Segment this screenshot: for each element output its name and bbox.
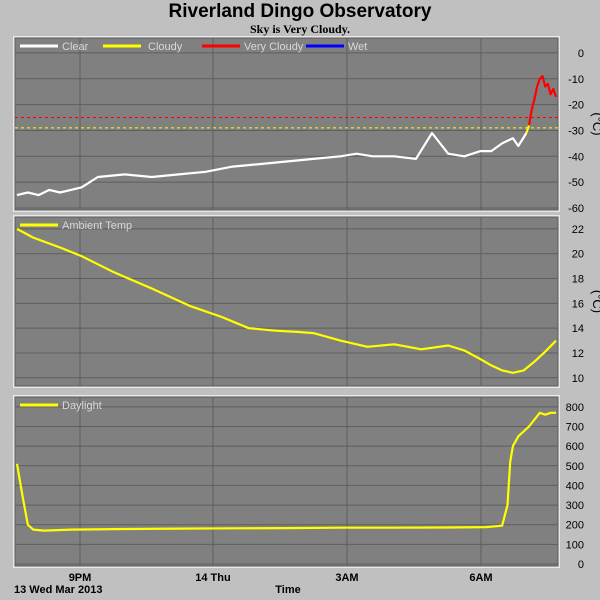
chart-subtitle: Sky is Very Cloudy. <box>249 22 351 36</box>
series-line <box>16 131 528 197</box>
date-label: 13 Wed Mar 2013 <box>14 584 102 596</box>
y-tick-label: 10 <box>572 373 584 385</box>
y-tick-label: 14 <box>572 323 584 335</box>
y-tick-label: -20 <box>568 100 584 112</box>
x-tick-label: 6AM <box>469 572 492 584</box>
y-tick-label: 0 <box>578 559 584 571</box>
y-unit-label: (°C) <box>590 290 600 313</box>
y-tick-label: 18 <box>572 274 584 286</box>
legend-label: Clear <box>62 41 89 53</box>
y-tick-label: 300 <box>566 500 584 512</box>
legend-label: Ambient Temp <box>62 220 132 232</box>
y-tick-label: -60 <box>568 203 584 215</box>
daylight-panel: 800 700 600 500 400 300 200 100 0 Daylight <box>13 395 584 571</box>
series-line <box>15 411 556 532</box>
legend-label: Daylight <box>62 400 102 412</box>
y-tick-label: 100 <box>566 539 584 551</box>
y-tick-label: -10 <box>568 74 584 86</box>
y-tick-label: -30 <box>568 125 584 137</box>
chart-title: Riverland Dingo Observatory <box>168 1 432 22</box>
y-tick-label: 20 <box>572 249 584 261</box>
plot-area <box>14 216 559 387</box>
series-line <box>527 75 558 126</box>
sky-temp-panel: 0 -10 -20 -30 -40 -50 -60 (°C) Clear Cloudy Very C… <box>13 36 600 215</box>
y-tick-label: -50 <box>568 177 584 189</box>
y-tick-label: 500 <box>566 461 584 473</box>
y-tick-label: 700 <box>566 422 584 434</box>
series-line <box>16 227 557 374</box>
y-unit-label: (°C) <box>590 112 600 135</box>
legend-label: Very Cloudy <box>244 41 304 53</box>
y-tick-label: -40 <box>568 151 584 163</box>
y-tick-label: 16 <box>572 298 584 310</box>
plot-area <box>14 396 559 567</box>
x-tick-label: 3AM <box>335 572 358 584</box>
plot-area <box>14 37 559 211</box>
y-tick-label: 0 <box>578 48 584 60</box>
x-axis-label: Time <box>275 584 300 596</box>
y-tick-label: 800 <box>566 402 584 414</box>
y-tick-label: 200 <box>566 520 584 532</box>
x-tick-label: 9PM <box>69 572 92 584</box>
x-tick-label: 14 Thu <box>195 572 230 584</box>
series-line <box>525 124 531 134</box>
x-axis: 9PM 14 Thu 3AM 6AM <box>69 572 493 584</box>
y-tick-label: 400 <box>566 480 584 492</box>
y-tick-label: 600 <box>566 441 584 453</box>
y-tick-label: 12 <box>572 348 584 360</box>
legend-label: Wet <box>348 41 367 53</box>
ambient-temp-panel: 22 20 18 16 14 12 10 (°C) Ambient Temp <box>13 215 600 388</box>
legend-label: Cloudy <box>148 41 183 53</box>
y-tick-label: 22 <box>572 224 584 236</box>
